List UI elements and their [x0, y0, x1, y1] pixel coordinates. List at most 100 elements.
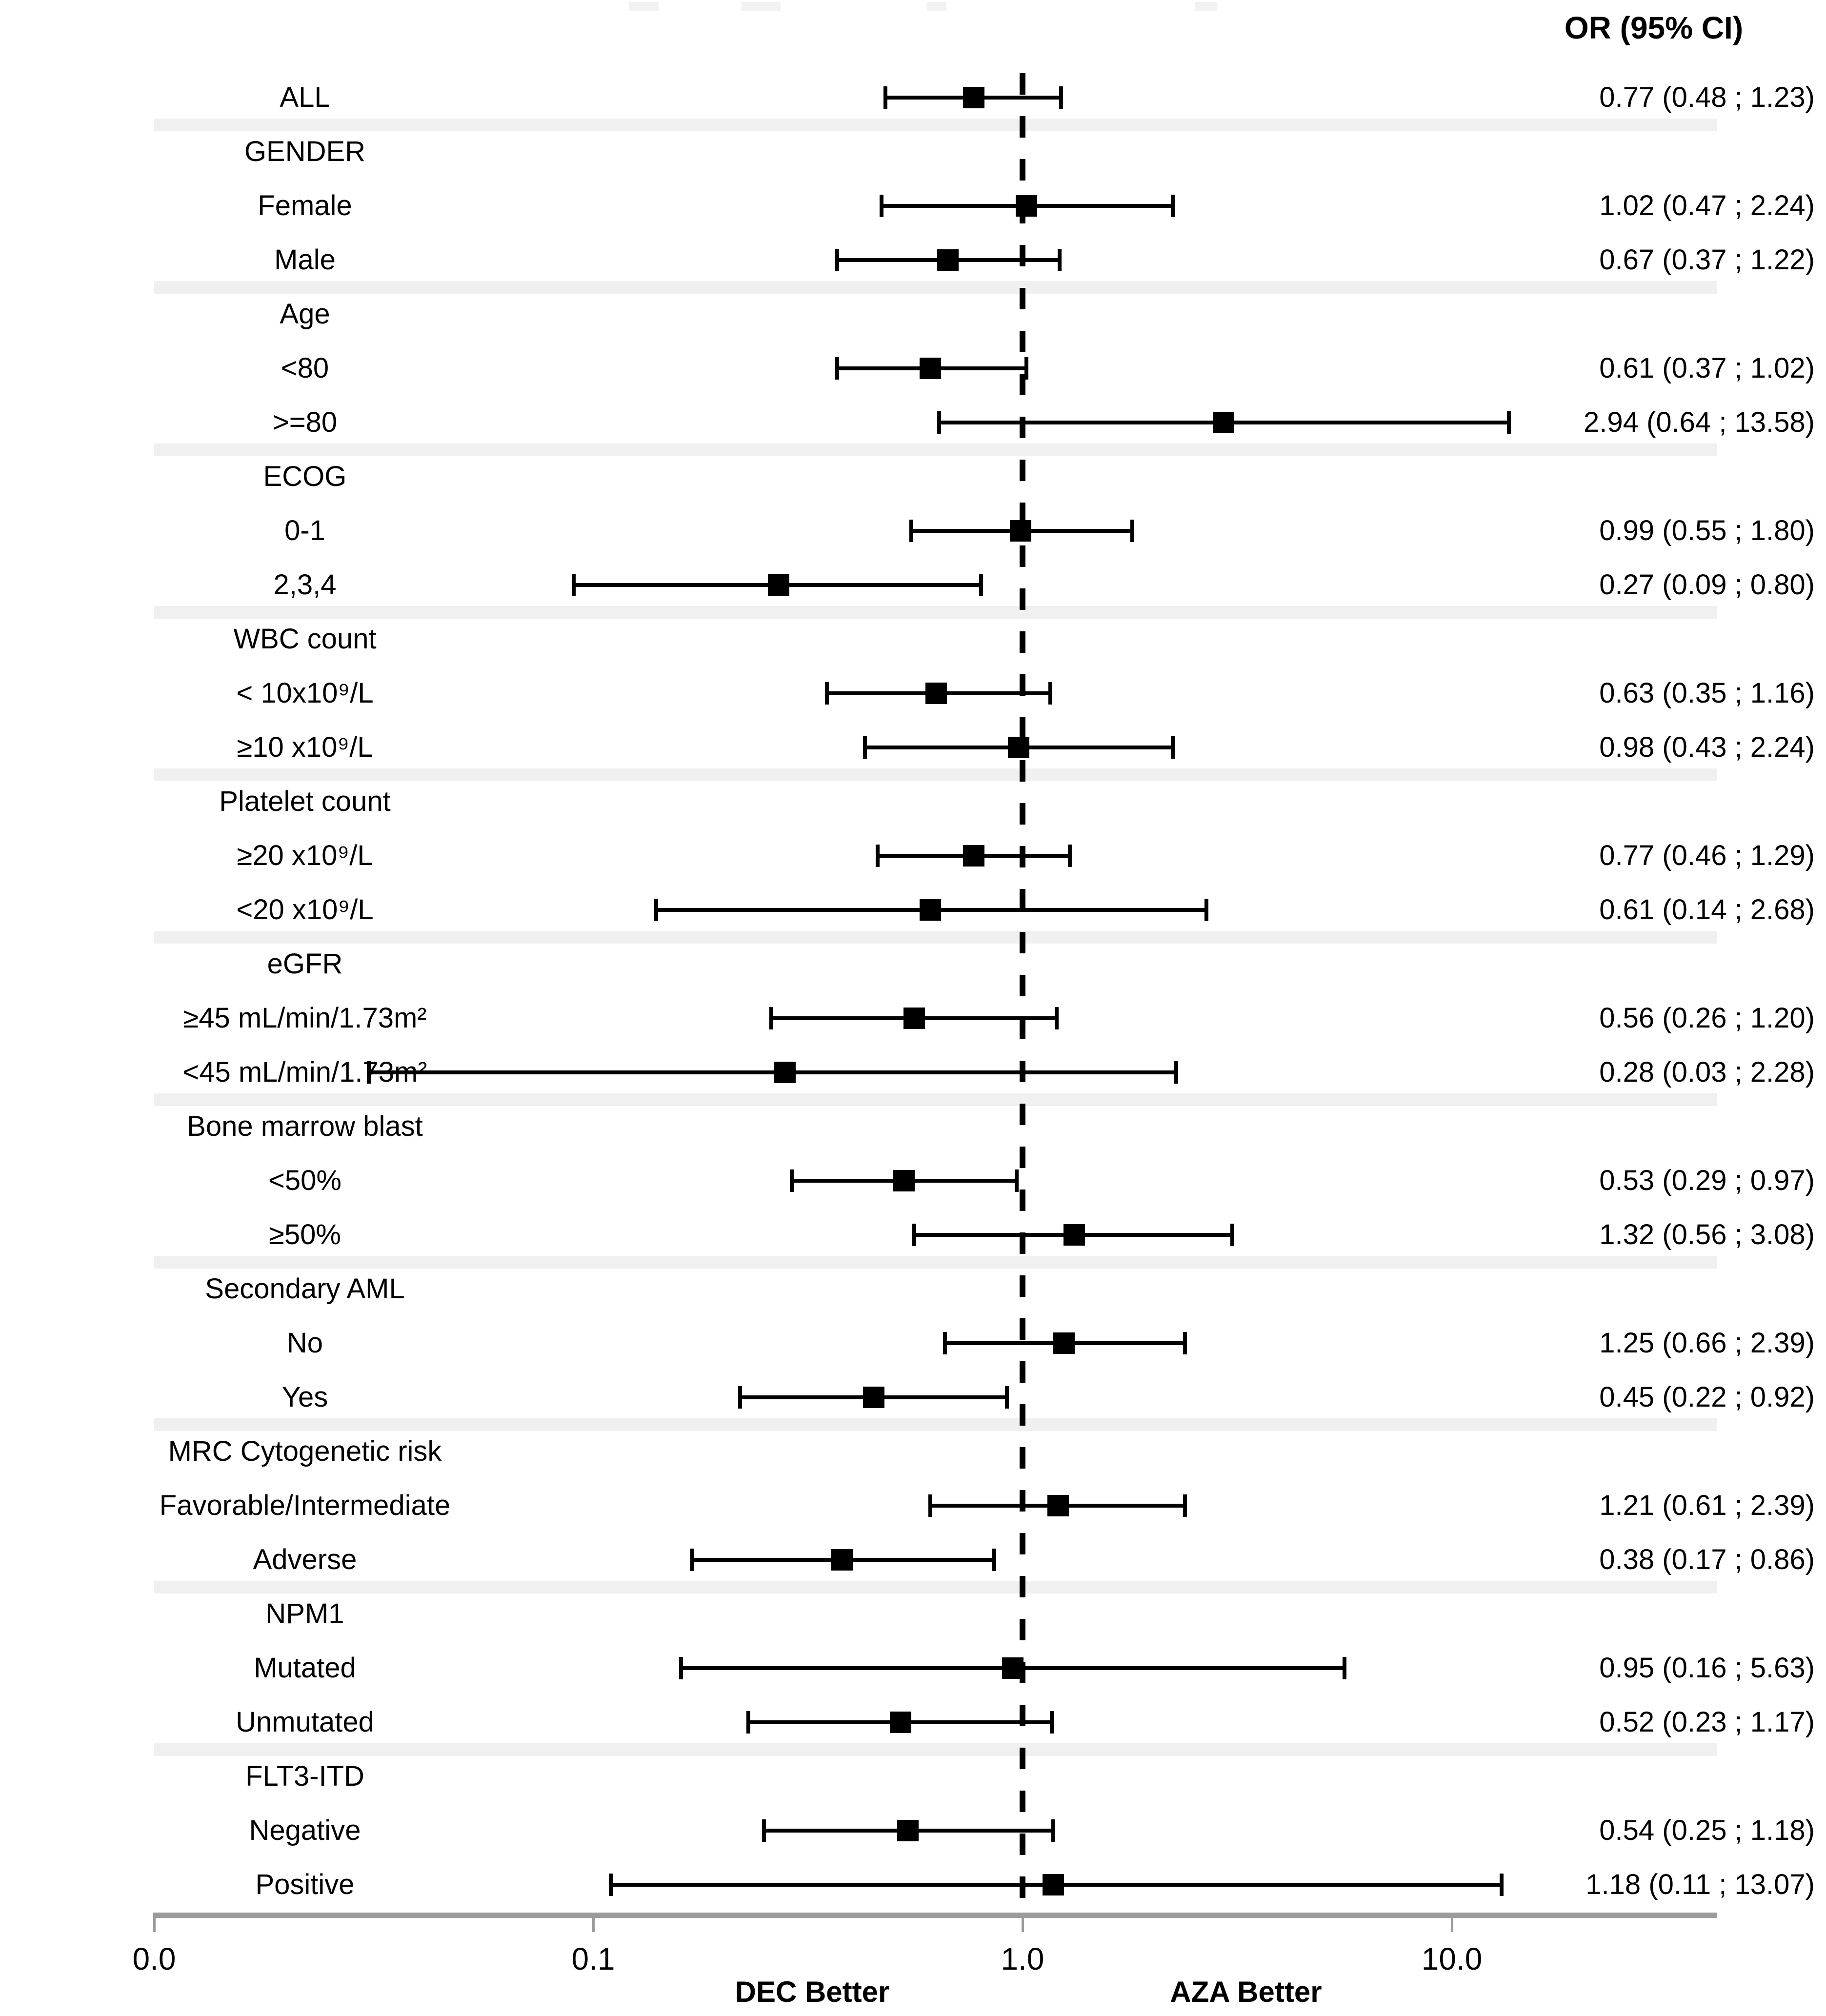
ci-lower-cap [835, 357, 839, 380]
clipped-title-fragment [629, 2, 659, 11]
x-axis-tick-label: 10.0 [1421, 1941, 1483, 1976]
group-separator-stripe [154, 1256, 1717, 1269]
row-label: < 10x10⁹/L [236, 677, 374, 709]
or-point-marker [903, 1008, 925, 1029]
or-ci-value: 1.21 (0.61 ; 2.39) [1599, 1490, 1815, 1521]
group-separator-stripe [154, 281, 1717, 294]
or-ci-value: 1.25 (0.66 ; 2.39) [1599, 1327, 1815, 1359]
row-label: ≥45 mL/min/1.73m² [183, 1002, 427, 1034]
or-point-marker [963, 845, 984, 867]
subgroup-header-label: ECOG [263, 461, 347, 492]
or-point-marker [890, 1712, 911, 1733]
row-label: Negative [249, 1814, 361, 1846]
x-axis-tick [592, 1913, 595, 1932]
ci-lower-cap [876, 845, 880, 867]
or-ci-value: 0.61 (0.14 ; 2.68) [1599, 894, 1815, 926]
ci-upper-cap [1171, 195, 1175, 217]
group-separator-stripe [154, 119, 1717, 131]
or-ci-value: 0.28 (0.03 ; 2.28) [1599, 1056, 1815, 1088]
ci-lower-cap [825, 682, 829, 705]
ci-upper-cap [1015, 1169, 1019, 1192]
ci-lower-cap [367, 1061, 371, 1084]
or-ci-value: 0.95 (0.16 ; 5.63) [1599, 1652, 1815, 1684]
x-axis-line [154, 1913, 1717, 1918]
ci-upper-cap [1059, 86, 1063, 109]
ci-lower-cap [690, 1549, 694, 1571]
or-point-marker [863, 1387, 884, 1408]
row-label: 0-1 [284, 515, 325, 546]
or-ci-value: 0.45 (0.22 ; 0.92) [1599, 1381, 1815, 1413]
or-point-marker [963, 87, 984, 108]
or-point-marker [1002, 1657, 1023, 1679]
group-separator-stripe [154, 1743, 1717, 1756]
subgroup-header-label: MRC Cytogenetic risk [168, 1435, 442, 1467]
ci-lower-cap [943, 1332, 947, 1354]
subgroup-header-label: Platelet count [219, 786, 391, 817]
subgroup-header-label: Age [280, 298, 330, 330]
or-ci-value: 0.54 (0.25 ; 1.18) [1599, 1814, 1815, 1846]
x-axis-tick [153, 1913, 156, 1932]
or-point-marker [897, 1820, 919, 1841]
group-separator-stripe [154, 1093, 1717, 1106]
row-label: 2,3,4 [273, 569, 337, 601]
ci-lower-cap [912, 1224, 916, 1246]
row-label: Mutated [254, 1652, 356, 1684]
ci-lower-cap [654, 899, 658, 921]
clipped-title-fragment [742, 2, 781, 11]
row-label: <50% [268, 1165, 341, 1196]
or-point-marker [920, 899, 941, 921]
row-label: >=80 [272, 406, 338, 438]
ci-upper-cap [1507, 411, 1511, 434]
ci-upper-cap [1183, 1332, 1187, 1354]
or-ci-value: 1.32 (0.56 ; 3.08) [1599, 1219, 1815, 1250]
ci-whisker [369, 1070, 1176, 1074]
row-label: Adverse [253, 1544, 357, 1575]
row-label: Favorable/Intermediate [159, 1490, 451, 1521]
row-label: Male [274, 244, 336, 276]
ci-upper-cap [1174, 1061, 1178, 1084]
reference-line-at-1 [1020, 73, 1025, 1913]
ci-upper-cap [1058, 249, 1062, 271]
ci-lower-cap [909, 520, 913, 542]
ci-upper-cap [1183, 1494, 1187, 1517]
x-axis-tick [1451, 1913, 1453, 1932]
ci-upper-cap [992, 1549, 996, 1571]
ci-lower-cap [883, 86, 887, 109]
ci-upper-cap [1343, 1657, 1346, 1679]
ci-lower-cap [746, 1711, 750, 1734]
ci-lower-cap [572, 574, 576, 596]
subgroup-header-label: NPM1 [265, 1598, 344, 1630]
ci-upper-cap [1051, 1819, 1055, 1842]
or-ci-value: 0.77 (0.46 ; 1.29) [1599, 840, 1815, 871]
or-ci-value: 0.99 (0.55 ; 1.80) [1599, 515, 1815, 546]
or-ci-value: 0.38 (0.17 ; 0.86) [1599, 1544, 1815, 1575]
ci-upper-cap [1130, 520, 1134, 542]
ci-lower-cap [863, 736, 867, 759]
row-label: Yes [281, 1381, 328, 1413]
group-separator-stripe [154, 444, 1717, 456]
ci-upper-cap [1500, 1874, 1504, 1896]
ci-lower-cap [679, 1657, 683, 1679]
row-label: No [286, 1327, 323, 1359]
subgroup-header-label: eGFR [267, 948, 343, 980]
group-separator-stripe [154, 606, 1717, 619]
or-point-marker [1016, 195, 1037, 217]
group-separator-stripe [154, 931, 1717, 944]
ci-lower-cap [769, 1007, 773, 1029]
or-ci-value: 1.18 (0.11 ; 13.07) [1585, 1869, 1815, 1900]
or-ci-value: 0.98 (0.43 ; 2.24) [1599, 731, 1815, 763]
ci-lower-cap [835, 249, 839, 271]
or-point-marker [1043, 1874, 1064, 1895]
row-label: ≥50% [269, 1219, 341, 1250]
or-ci-value: 0.52 (0.23 ; 1.17) [1599, 1706, 1815, 1738]
or-ci-value: 0.53 (0.29 ; 0.97) [1599, 1165, 1815, 1196]
row-label: Unmutated [236, 1706, 374, 1738]
or-ci-value: 0.77 (0.48 ; 1.23) [1599, 81, 1815, 113]
row-label: <80 [281, 352, 329, 384]
or-ci-value: 1.02 (0.47 ; 2.24) [1599, 190, 1815, 222]
or-ci-column-header: OR (95% CI) [1564, 10, 1744, 45]
x-axis-tick [1022, 1913, 1024, 1932]
ci-upper-cap [1005, 1386, 1009, 1409]
subgroup-header-label: Bone marrow blast [187, 1110, 423, 1142]
